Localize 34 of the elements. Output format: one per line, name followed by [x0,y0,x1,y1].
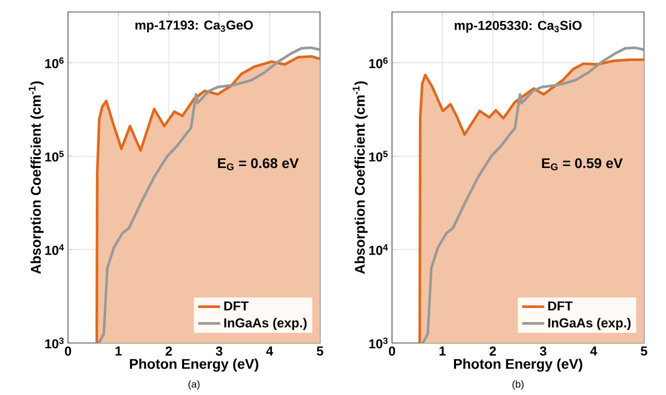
y-tick-label: 10$^{4}$ [369,244,388,255]
x-tick-label: 1 [440,346,446,356]
y-tick-label: 10$^{3}$ [369,338,388,348]
annotation: E$_{G}$ = 0.59 eV [542,158,623,170]
x-tick-label: 3 [216,346,222,356]
x-tick-label: 5 [316,346,324,356]
x-tick-label: 0 [388,346,396,356]
text: mp-17193: Ca$_{3}$GeO [135,20,253,32]
text: (a) [188,380,200,390]
y-tick-label: 10$^{6}$ [369,57,388,68]
x-tick-label: 3 [540,346,546,356]
x-tick-label: 5 [640,346,648,356]
legend-label: DFT [548,301,573,310]
x-axis-title: Photon Energy (eV) [130,358,258,372]
y-axis-title: Absorption Coefficient (cm$^{-1}$) [28,81,44,274]
text: mp-1205330: Ca$_{3}$SiO [454,20,582,33]
y-tick-label: 10$^{5}$ [45,150,64,162]
y-tick-label: 10$^{3}$ [45,338,64,348]
legend-label: InGaAs (exp.) [224,318,307,330]
x-tick-label: 2 [490,346,496,356]
x-tick-label: 4 [590,346,598,356]
y-axis-title: Absorption Coefficient (cm$^{-1}$) [352,81,368,274]
text: (b) [512,380,524,390]
x-tick-label: 4 [266,346,274,356]
x-axis-title: Photon Energy (eV) [454,358,582,372]
annotation: E$_{G}$ = 0.68 eV [218,158,299,170]
y-tick-label: 10$^{4}$ [45,244,64,255]
x-tick-label: 1 [116,346,122,356]
x-tick-label: 0 [64,346,72,356]
legend-label: DFT [224,301,249,310]
legend-label: InGaAs (exp.) [548,318,631,330]
y-tick-label: 10$^{5}$ [369,150,388,162]
x-tick-label: 2 [166,346,172,356]
y-tick-label: 10$^{6}$ [45,57,64,68]
